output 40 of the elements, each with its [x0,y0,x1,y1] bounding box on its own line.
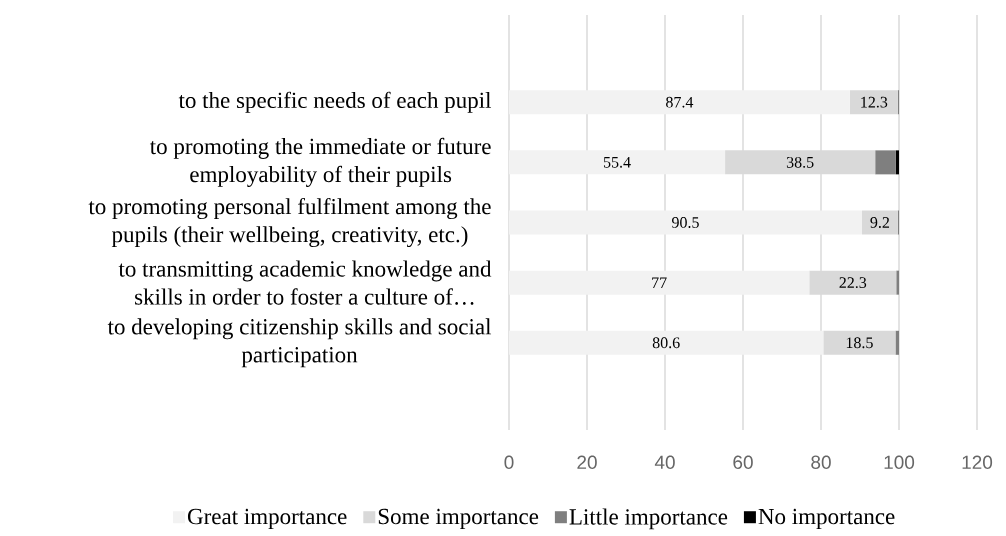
y-tick-label: to developing citizenship skills and social participation [107,318,492,368]
y-tick-label: to the specific needs of each pupil [178,91,492,113]
x-tick-label: 60 [733,455,753,469]
bar [875,150,896,175]
x-tick-label: 100 [884,455,915,469]
bar [896,270,900,295]
data-label: 38.5 [786,156,814,168]
data-label: 87.4 [666,96,694,108]
data-label: 90.5 [672,217,699,228]
data-label: 12.3 [861,96,888,108]
bar [823,330,896,355]
bar [509,270,810,295]
y-tick-label: to promoting the immediate or future employability of their pupils [149,137,491,187]
x-tick-label: 120 [962,455,993,469]
bar [509,150,726,175]
bar [509,90,850,115]
data-label: 9.2 [870,217,890,228]
bar [895,330,900,355]
y-tick-label: to transmitting academic knowledge and skills in order to foster a culture of… [118,260,492,305]
data-label: 22.3 [839,277,867,289]
bar [725,150,876,175]
x-tick-label: 80 [811,455,831,469]
x-tick-label: 0 [504,455,514,469]
legend-label: Great importance [187,508,347,529]
bar [895,150,900,175]
data-label: 18.5 [846,337,873,349]
bar [509,330,824,355]
legend-label: Little importance [569,508,728,530]
bar [861,210,898,235]
legend-label: Some importance [378,508,539,529]
bar [849,90,898,115]
bar [809,270,897,295]
data-label: 77 [652,277,667,288]
x-tick-label: 20 [577,455,597,469]
data-label: 55.4 [603,156,631,168]
data-label: 80.6 [652,337,680,349]
bar [509,210,862,235]
y-tick-label: to promoting personal fulfilment among the pupils (their wellbeing, creativity, etc.) [88,197,491,248]
x-tick-label: 40 [654,455,675,469]
legend-label: No importance [758,508,895,529]
